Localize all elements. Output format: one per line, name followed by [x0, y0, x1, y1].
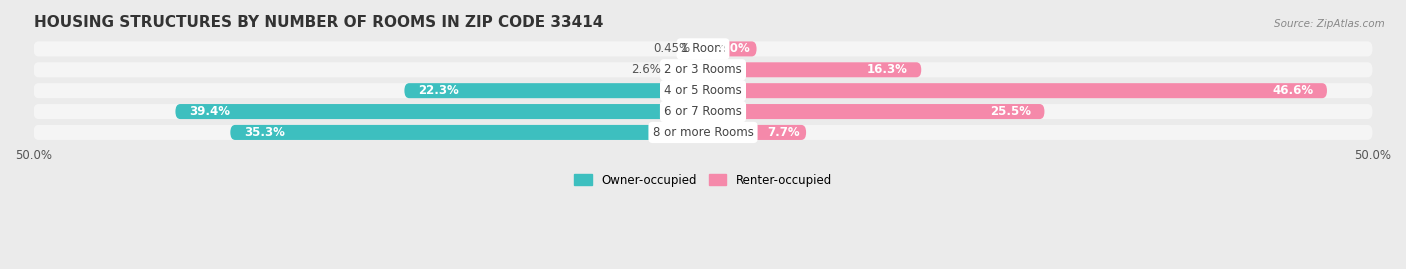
Text: 7.7%: 7.7% — [766, 126, 800, 139]
Text: HOUSING STRUCTURES BY NUMBER OF ROOMS IN ZIP CODE 33414: HOUSING STRUCTURES BY NUMBER OF ROOMS IN… — [34, 15, 603, 30]
Text: 1 Room: 1 Room — [681, 43, 725, 55]
Text: 0.45%: 0.45% — [654, 43, 690, 55]
Text: 2.6%: 2.6% — [631, 63, 661, 76]
FancyBboxPatch shape — [703, 62, 921, 77]
Text: 4.0%: 4.0% — [717, 43, 749, 55]
Legend: Owner-occupied, Renter-occupied: Owner-occupied, Renter-occupied — [574, 174, 832, 187]
FancyBboxPatch shape — [697, 41, 703, 56]
Text: 39.4%: 39.4% — [188, 105, 229, 118]
FancyBboxPatch shape — [668, 62, 703, 77]
FancyBboxPatch shape — [34, 83, 1372, 98]
Text: 6 or 7 Rooms: 6 or 7 Rooms — [664, 105, 742, 118]
FancyBboxPatch shape — [34, 125, 1372, 140]
FancyBboxPatch shape — [703, 41, 756, 56]
FancyBboxPatch shape — [34, 62, 1372, 77]
Text: 25.5%: 25.5% — [990, 105, 1031, 118]
FancyBboxPatch shape — [703, 125, 806, 140]
FancyBboxPatch shape — [34, 104, 1372, 119]
FancyBboxPatch shape — [231, 125, 703, 140]
Text: Source: ZipAtlas.com: Source: ZipAtlas.com — [1274, 19, 1385, 29]
FancyBboxPatch shape — [176, 104, 703, 119]
FancyBboxPatch shape — [34, 41, 1372, 56]
FancyBboxPatch shape — [405, 83, 703, 98]
Text: 16.3%: 16.3% — [868, 63, 908, 76]
Text: 2 or 3 Rooms: 2 or 3 Rooms — [664, 63, 742, 76]
Text: 8 or more Rooms: 8 or more Rooms — [652, 126, 754, 139]
Text: 4 or 5 Rooms: 4 or 5 Rooms — [664, 84, 742, 97]
FancyBboxPatch shape — [703, 104, 1045, 119]
FancyBboxPatch shape — [703, 83, 1327, 98]
Text: 22.3%: 22.3% — [418, 84, 458, 97]
Text: 35.3%: 35.3% — [243, 126, 284, 139]
Text: 46.6%: 46.6% — [1272, 84, 1313, 97]
